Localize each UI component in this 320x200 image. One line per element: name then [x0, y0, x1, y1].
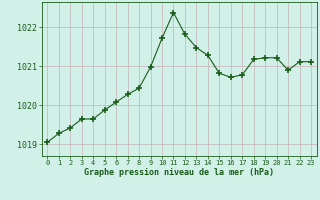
- X-axis label: Graphe pression niveau de la mer (hPa): Graphe pression niveau de la mer (hPa): [84, 168, 274, 177]
